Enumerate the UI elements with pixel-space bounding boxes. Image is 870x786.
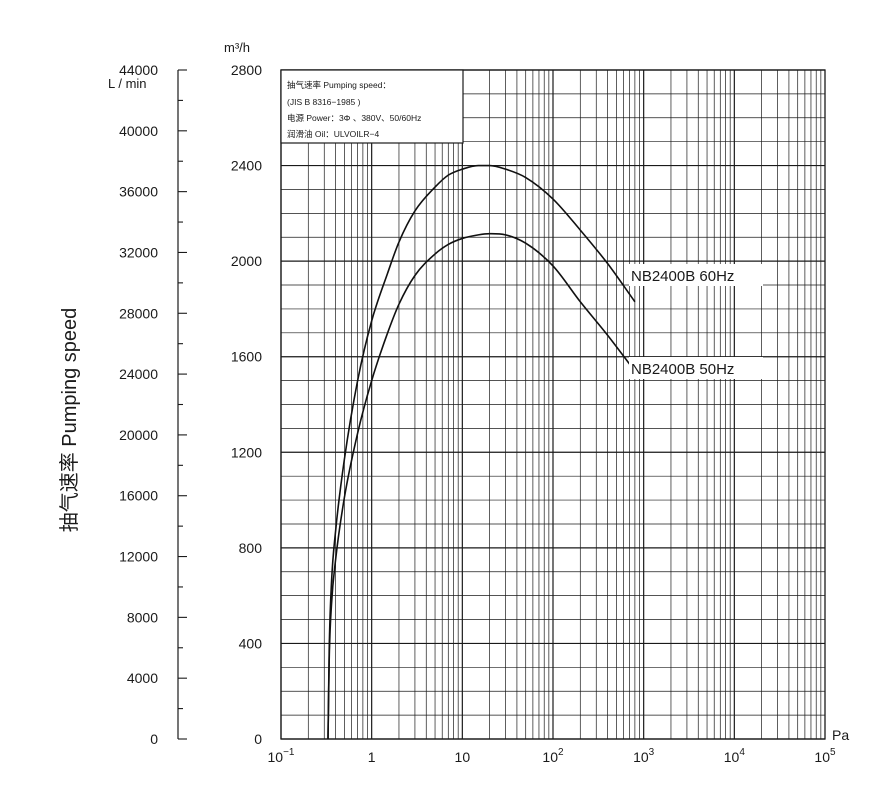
y-tick-label: 2400 (231, 158, 262, 174)
y2-tick-label: 32000 (119, 244, 158, 260)
x-tick-label: 10−1 (268, 747, 295, 765)
series-line-60hz (327, 164, 636, 740)
x-tick-label: 104 (724, 747, 746, 765)
x-tick-label: 103 (633, 747, 655, 765)
info-box: 抽气速率 Pumping speed： (JIS B 8316−1985 ) 电… (280, 69, 464, 144)
y2-tick-label: 20000 (119, 427, 158, 443)
x-tick-label: 1 (368, 749, 376, 765)
y-unit-label: m³/h (224, 40, 250, 55)
x-tick-label: 102 (542, 747, 564, 765)
y-tick-label: 0 (254, 731, 262, 747)
y-axis-title: 抽气速率 Pumping speed (58, 308, 81, 533)
y-tick-label: 400 (239, 635, 263, 651)
plot-frame (280, 69, 826, 740)
axes: 10−1 1 10 102 103 104 105 0 400 800 1200 1600 2000 24… (119, 62, 836, 765)
info-line-2: (JIS B 8316−1985 ) (287, 97, 361, 107)
y2-tick-label: 44000 (119, 62, 158, 78)
info-line-4: 润滑油 Oil：ULVOILR−4 (287, 129, 379, 139)
y2-tick-label: 36000 (119, 184, 158, 200)
series-label-60hz: NB2400B 60Hz (631, 268, 734, 285)
y2-tick-label: 16000 (119, 488, 158, 504)
series-line-50hz (327, 232, 636, 740)
grid (280, 69, 826, 740)
info-box-frame (280, 69, 464, 144)
y2-tick-label: 4000 (127, 670, 158, 686)
y2-tick-label: 40000 (119, 123, 158, 139)
y-tick-label: 1600 (231, 349, 262, 365)
label-60hz-bg (629, 264, 763, 286)
y2-tick-label: 8000 (127, 609, 158, 625)
y-tick-label: 1200 (231, 444, 262, 460)
info-line-1: 抽气速率 Pumping speed： (287, 80, 391, 90)
y-tick-label: 2800 (231, 62, 262, 78)
x-tick-label: 10 (455, 749, 471, 765)
y2-unit-label: L / min (108, 76, 147, 91)
y2-tick-label: 0 (150, 731, 158, 747)
x-tick-label: 105 (814, 747, 836, 765)
curves (327, 164, 636, 740)
y-tick-label: 800 (239, 540, 263, 556)
y2-tick-label: 28000 (119, 305, 158, 321)
y-tick-label: 2000 (231, 253, 262, 269)
info-line-3: 电源 Power：3Φ 、380V、50/60Hz (287, 113, 421, 123)
y2-tick-label: 12000 (119, 549, 158, 565)
label-50hz-bg (629, 357, 763, 379)
series-label-50hz: NB2400B 50Hz (631, 361, 734, 378)
x-unit-label: Pa (832, 727, 849, 743)
y2-tick-label: 24000 (119, 366, 158, 382)
